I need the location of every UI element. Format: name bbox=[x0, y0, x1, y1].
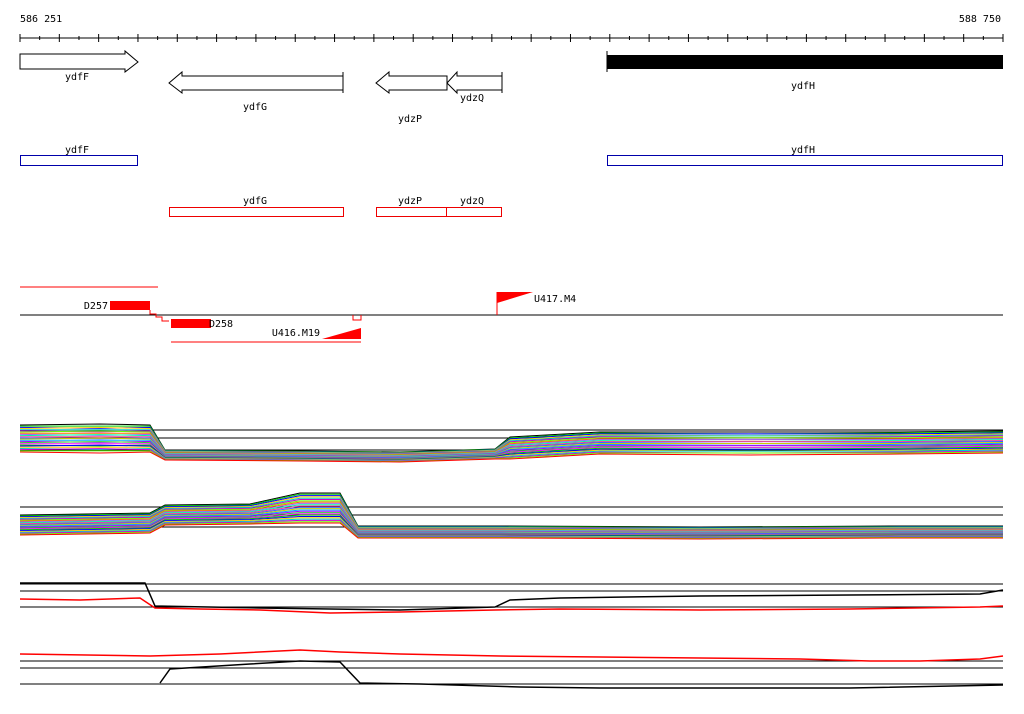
feature-label-D257: D257 bbox=[84, 301, 108, 312]
red-label-ydzQ: ydzQ bbox=[460, 196, 484, 207]
profile-line bbox=[19, 517, 1003, 538]
blue-label-ydfF: ydfF bbox=[65, 145, 89, 156]
feature-block-D258[interactable] bbox=[171, 319, 211, 328]
ruler-start-label: 586 251 bbox=[20, 14, 62, 25]
ruler: 586 251 588 750 bbox=[19, 14, 1004, 42]
panel3-red-profile bbox=[19, 597, 1004, 614]
profile-panel-2 bbox=[19, 492, 1003, 540]
blue-label-ydfH: ydfH bbox=[791, 145, 815, 156]
gene-label-ydfH: ydfH bbox=[791, 81, 815, 92]
gene-label-ydzP: ydzP bbox=[398, 114, 422, 125]
gene-block-ydfH[interactable] bbox=[607, 55, 1003, 69]
gene-label-ydfG: ydfG bbox=[243, 102, 267, 113]
profile-line bbox=[19, 508, 1003, 534]
ruler-ticks bbox=[19, 34, 1004, 42]
feature-step-U416 bbox=[352, 315, 362, 321]
feature-flag-U416.M19[interactable] bbox=[322, 328, 361, 339]
panel3-black-profile bbox=[20, 582, 1004, 611]
red-label-ydfG: ydfG bbox=[243, 196, 267, 207]
feature-step-D257 bbox=[149, 310, 169, 322]
profile-line bbox=[19, 522, 1003, 540]
feature-label-U416.M19: U416.M19 bbox=[272, 328, 320, 339]
profile-line bbox=[19, 513, 1003, 536]
gene-label-ydzQ: ydzQ bbox=[460, 93, 484, 104]
profile-line bbox=[19, 512, 1003, 536]
profile-line bbox=[19, 492, 1003, 528]
red-label-ydzP: ydzP bbox=[398, 196, 422, 207]
blue-box-ydfF[interactable] bbox=[20, 155, 138, 166]
annotation-track-blue: ydfF ydfH bbox=[20, 145, 1003, 166]
profile-panel-1 bbox=[19, 423, 1004, 463]
blue-box-ydfH[interactable] bbox=[607, 155, 1003, 166]
panel4-black-profile bbox=[159, 660, 1004, 689]
profile-line bbox=[19, 519, 1003, 539]
profile-line bbox=[19, 521, 1003, 539]
profile-line bbox=[19, 497, 1003, 530]
profile-line bbox=[19, 502, 1003, 532]
ruler-end-label: 588 750 bbox=[959, 14, 1001, 25]
feature-label-D258: D258 bbox=[209, 319, 233, 330]
feature-track: D257 D258 U416.M19 U417.M4 bbox=[20, 286, 1003, 343]
gene-arrow-ydfF[interactable] bbox=[19, 49, 139, 74]
profile-line bbox=[19, 499, 1003, 531]
panel4-red-profile bbox=[19, 649, 1004, 662]
gene-arrow-ydzP[interactable] bbox=[375, 70, 448, 95]
profile-line bbox=[19, 518, 1003, 538]
red-box-ydzQ[interactable] bbox=[446, 207, 502, 217]
profile-line bbox=[19, 514, 1003, 537]
annotation-track-red: ydfG ydzP ydzQ bbox=[169, 196, 502, 217]
profile-line bbox=[19, 500, 1003, 531]
profile-line bbox=[19, 493, 1003, 529]
feature-flag-U417.M4[interactable] bbox=[497, 292, 533, 303]
gene-track: ydfF ydfG ydzP ydzQ ydfH bbox=[19, 49, 1003, 125]
profile-panel-3 bbox=[19, 582, 1004, 614]
gene-arrow-ydfG[interactable] bbox=[168, 70, 344, 95]
profile-line bbox=[19, 509, 1003, 535]
profile-line bbox=[19, 504, 1003, 533]
gene-label-ydfF: ydfF bbox=[65, 72, 89, 83]
feature-block-D257[interactable] bbox=[110, 301, 150, 310]
profile-line bbox=[19, 501, 1003, 532]
profile-line bbox=[19, 515, 1003, 537]
gene-arrow-ydzQ[interactable] bbox=[446, 70, 503, 95]
profile-line bbox=[19, 451, 1004, 463]
profile-line bbox=[19, 495, 1003, 529]
profile-line bbox=[19, 505, 1003, 533]
feature-label-U417.M4: U417.M4 bbox=[534, 294, 576, 305]
red-box-ydfG[interactable] bbox=[169, 207, 344, 217]
red-box-ydzP[interactable] bbox=[376, 207, 447, 217]
profile-line bbox=[19, 496, 1003, 530]
panel1-profile-lines bbox=[19, 423, 1004, 463]
profile-panel-4 bbox=[19, 649, 1004, 689]
profile-line bbox=[19, 510, 1003, 535]
profile-line bbox=[19, 506, 1003, 534]
panel2-profile-lines bbox=[19, 492, 1003, 540]
